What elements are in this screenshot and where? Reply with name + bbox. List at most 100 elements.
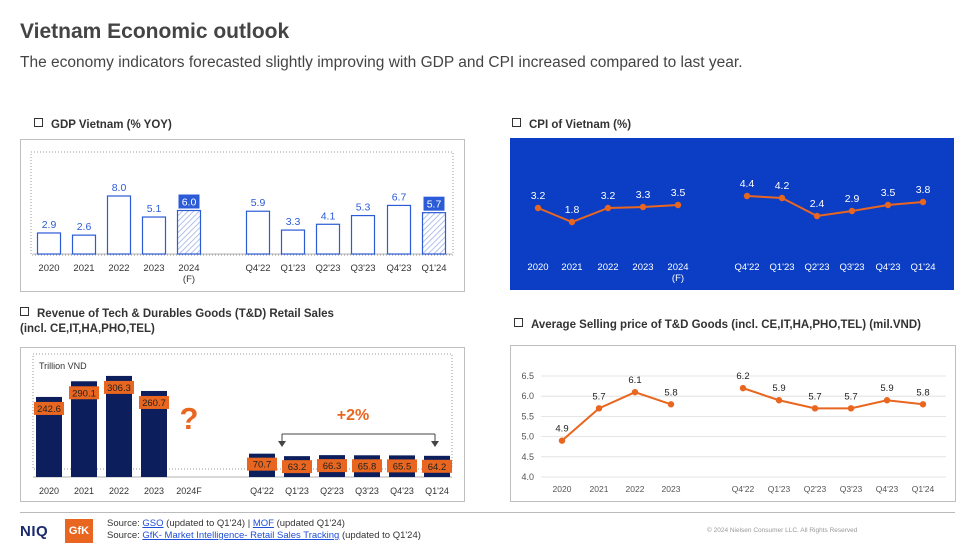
revenue-label-bg (104, 380, 134, 394)
asp-x-tick-label: Q4'23 (876, 484, 899, 494)
asp-x-tick-label: Q3'23 (840, 484, 863, 494)
revenue-label-bg (247, 457, 277, 471)
asp-data-label: 4.9 (555, 424, 568, 435)
cpi-data-label: 1.8 (565, 204, 580, 216)
gso-link[interactable]: GSO (142, 518, 164, 529)
revenue-label-bg (34, 401, 64, 415)
asp-point (558, 437, 566, 444)
sources: Source: GSO (updated to Q1'24) | MOF (up… (107, 518, 421, 542)
cpi-x-tick-label: Q2'23 (804, 262, 829, 273)
gdp-x-tick-label: 2020 (38, 263, 59, 274)
gdp-data-label: 5.3 (356, 202, 371, 214)
revenue-x-tick-label: 2024F (176, 486, 202, 496)
revenue-data-label: 242.6 (37, 404, 61, 415)
cpi-data-label: 4.4 (740, 178, 755, 190)
asp-y-tick-label: 6.0 (521, 391, 534, 401)
asp-data-label: 5.8 (916, 387, 929, 398)
asp-x-tick-label: 2022 (626, 484, 645, 494)
revenue-data-label: 65.5 (393, 461, 412, 472)
cpi-background (510, 138, 954, 290)
revenue-x-tick-label: Q1'23 (285, 486, 309, 496)
cpi-chart: 3.2 2020 1.8 2021 3.2 2022 3.3 2023 3.5 2024 (F) 4.… (510, 138, 954, 290)
gdp-bar (106, 195, 132, 255)
cpi-point (568, 218, 576, 226)
gdp-x-tick-label: 2023 (143, 263, 164, 274)
asp-point (595, 405, 603, 412)
gdp-bar (245, 210, 271, 255)
gdp-bar (141, 216, 167, 255)
gdp-x-tick-label: Q1'24 (421, 263, 446, 274)
revenue-data-label: 64.2 (428, 462, 447, 473)
revenue-x-tick-label: Q1'24 (425, 486, 449, 496)
gdp-x-tick-label: 2022 (108, 263, 129, 274)
gdp-x-tick-label: Q2'23 (315, 263, 340, 274)
revenue-x-tick-label: 2022 (109, 486, 129, 496)
gdp-bar (280, 229, 306, 255)
revenue-section-title: Revenue of Tech & Durables Goods (T&D) R… (20, 307, 334, 335)
revenue-unknown-annotation: ? (180, 401, 199, 436)
revenue-x-tick-label: 2021 (74, 486, 94, 496)
revenue-chart-panel: Trillion VND 242.6 2020 290.1 2021 306.3 2022 2… (20, 347, 465, 502)
revenue-chart: Trillion VND 242.6 2020 290.1 2021 306.3 2022 2… (32, 353, 453, 496)
gdp-label-bg (178, 194, 200, 209)
cpi-x-tick-label: 2024 (F) (667, 262, 688, 284)
cpi-x-tick-label: 2020 (527, 262, 548, 273)
revenue-x-tick-label: Q3'23 (355, 486, 379, 496)
revenue-unit-label: Trillion VND (39, 361, 87, 371)
revenue-data-label: 260.7 (142, 398, 166, 409)
cpi-point (919, 198, 927, 206)
cpi-point (639, 203, 647, 211)
page-title: Vietnam Economic outlook (20, 20, 290, 43)
revenue-data-label: 70.7 (253, 460, 272, 471)
asp-y-tick-label: 5.0 (521, 432, 534, 442)
checkbox-bullet-icon (20, 307, 29, 316)
gdp-data-label: 2.6 (77, 221, 92, 233)
cpi-point (813, 212, 821, 220)
gfk-source-link[interactable]: GfK- Market Intelligence- Retail Sales T… (142, 530, 340, 541)
asp-x-tick-label: Q4'22 (732, 484, 755, 494)
asp-x-tick-label: 2020 (553, 484, 572, 494)
niq-logo: NIQ (20, 523, 49, 540)
gfk-logo: GfK (65, 519, 93, 543)
gdp-data-label: 5.9 (251, 197, 266, 209)
asp-x-tick-label: 2023 (662, 484, 681, 494)
revenue-x-tick-label: Q4'22 (250, 486, 274, 496)
gdp-label-bg (423, 196, 445, 211)
revenue-data-label: 290.1 (72, 388, 96, 399)
gdp-bar (350, 214, 376, 255)
gdp-data-label: 6.0 (182, 197, 197, 209)
gdp-data-label: 3.3 (286, 216, 301, 228)
gdp-bar (386, 204, 412, 255)
cpi-data-label: 4.2 (775, 180, 790, 192)
revenue-label-bg (69, 386, 99, 400)
revenue-label-bg (422, 459, 452, 473)
cpi-x-tick-label: Q1'23 (769, 262, 794, 273)
revenue-growth-annotation: +2% (337, 407, 369, 424)
cpi-data-label: 3.8 (916, 184, 931, 196)
revenue-label-bg (282, 460, 312, 474)
source-line-1: Source: GSO (updated to Q1'24) | MOF (up… (107, 518, 345, 529)
gdp-bar (176, 209, 202, 255)
asp-series-line (561, 391, 672, 442)
gdp-data-label: 5.7 (427, 199, 442, 211)
gdp-plot-frame (30, 151, 454, 256)
revenue-x-tick-label: 2020 (39, 486, 59, 496)
gdp-x-tick-label: Q4'23 (386, 263, 411, 274)
asp-data-label: 5.7 (844, 391, 857, 402)
asp-x-tick-label: Q2'23 (804, 484, 827, 494)
cpi-point (778, 194, 786, 202)
cpi-point (674, 201, 682, 209)
gdp-x-tick-label: Q3'23 (350, 263, 375, 274)
revenue-arrow-right (431, 441, 439, 447)
cpi-x-tick-label: 2023 (632, 262, 653, 273)
cpi-point (848, 207, 856, 215)
page-subtitle: The economy indicators forecasted slight… (20, 54, 743, 71)
gdp-chart: 2.9 2020 2.6 2021 8.0 2022 5.1 2023 6.0 2024 (F) 5.… (30, 151, 454, 285)
cpi-x-tick-label: 2022 (597, 262, 618, 273)
asp-data-label: 6.1 (628, 375, 641, 386)
gdp-data-label: 8.0 (112, 182, 127, 194)
mof-link[interactable]: MOF (252, 518, 274, 529)
asp-section-title: Average Selling price of T&D Goods (incl… (514, 318, 921, 333)
revenue-x-tick-label: 2023 (144, 486, 164, 496)
asp-chart-panel: 6.5 6.0 5.5 5.0 4.5 4.0 4.9 2020 5.7 2021 6.1 2022 5… (510, 345, 956, 502)
